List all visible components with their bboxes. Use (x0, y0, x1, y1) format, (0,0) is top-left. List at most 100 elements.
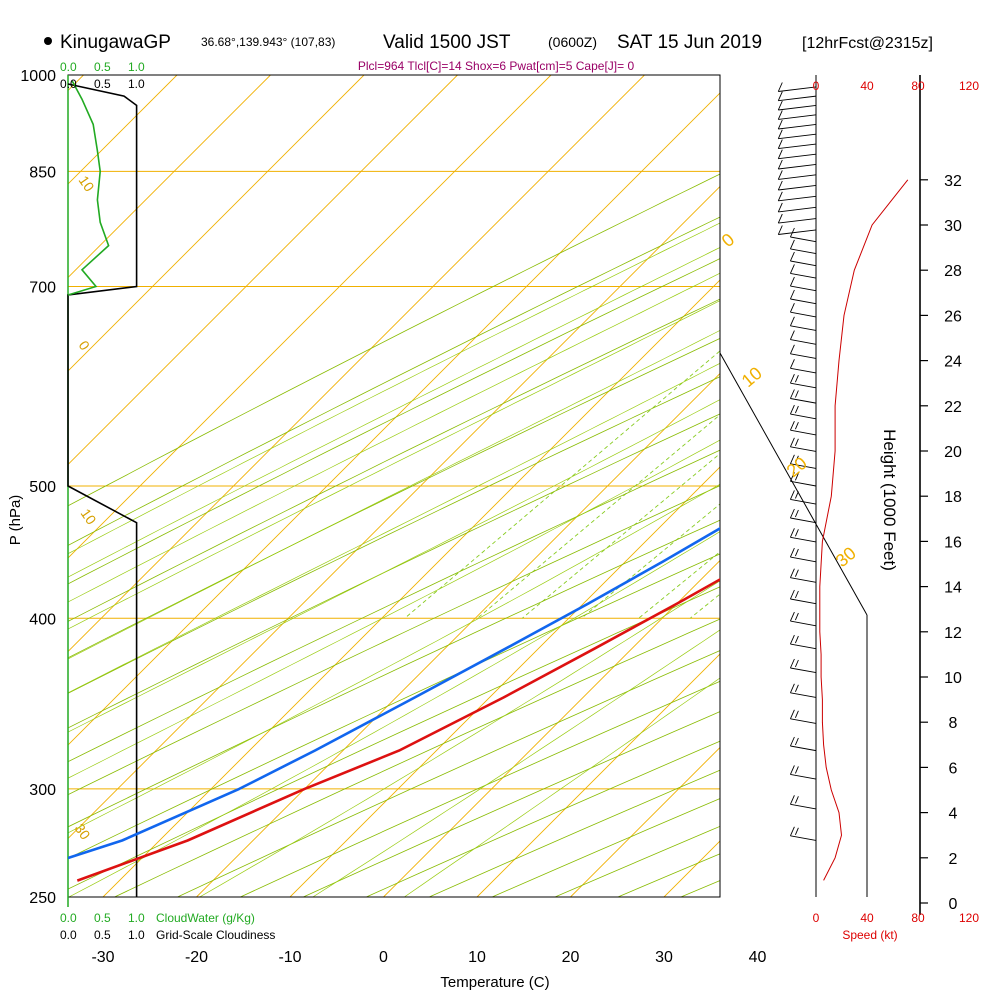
wind-barb-feather-icon (794, 659, 799, 668)
isotherm-line (68, 75, 365, 372)
station-dot-icon (44, 37, 52, 45)
cloud-scale-top: 0.0 0.5 1.0 0.0 0.5 1.0 (60, 60, 145, 91)
height-tick-label: 6 (949, 760, 958, 777)
wind-barb-icon (790, 446, 817, 452)
wind-barb-feather-icon (789, 765, 795, 775)
wind-barb-feather-icon (794, 612, 799, 621)
height-tick-label: 30 (944, 218, 962, 235)
wind-barb-feather-icon (794, 590, 799, 599)
wind-barb-feather-icon (794, 737, 799, 746)
cloud-scale-bottom: 0.0 0.5 1.0 CloudWater (g/Kg) 0.0 0.5 1.… (60, 911, 275, 942)
wind-barb-feather-icon (789, 289, 795, 300)
wind-barb-feather-icon (777, 149, 783, 159)
speed-scale: 0 40 80 120 0 40 80 120 Speed (kt) (813, 79, 980, 942)
wind-barb-feather-icon (794, 375, 799, 383)
isotherm-line (476, 653, 720, 897)
wind-barb-icon (778, 133, 817, 140)
pressure-tick-label: 1000 (20, 68, 56, 85)
wind-barb-icon (778, 123, 817, 130)
cloudiness-tick-bottom: 0.5 (94, 928, 111, 942)
wind-barb-icon (778, 86, 817, 92)
temperature-tick-label: 20 (562, 949, 580, 966)
isobar-lines (68, 74, 720, 898)
isotherm-line (570, 746, 720, 897)
wind-barb-feather-icon (777, 139, 783, 149)
mixing-ratio-line (477, 414, 720, 619)
isotherm-line (68, 75, 271, 279)
mixing-ratio-line (404, 350, 720, 619)
plot-frame (67, 74, 721, 907)
wet-adiabat-line (68, 222, 720, 555)
cloudiness-line (67, 83, 138, 897)
x-axis-title: Temperature (C) (440, 974, 549, 991)
wind-barb-feather-icon (794, 422, 799, 430)
isotherm-line (68, 75, 458, 466)
height-tick-label: 16 (944, 534, 962, 551)
cloudwater-line (67, 80, 110, 296)
wind-barb-feather-icon (777, 170, 783, 180)
wet-adiabat-line (68, 399, 720, 733)
dry-adiabat-line (68, 173, 720, 507)
cloudiness-label: Grid-Scale Cloudiness (156, 928, 275, 942)
wind-barb-feather-icon (777, 100, 783, 111)
cloudiness-tick-top: 1.0 (128, 77, 145, 91)
wind-barb-icon (790, 517, 817, 524)
height-tick-label: 12 (944, 625, 962, 642)
wind-barb-icon (790, 745, 817, 752)
wind-barb-feather-icon (777, 110, 783, 120)
wind-barb-feather-icon (789, 709, 795, 719)
wind-barb-feather-icon (789, 472, 795, 482)
wind-barb-feather-icon (789, 421, 795, 431)
wind-barb-icon (790, 339, 817, 345)
speed-tick-bottom: 40 (860, 911, 874, 925)
height-tick-label: 14 (944, 580, 962, 597)
dry-adiabat-line (68, 413, 720, 729)
wind-barb-feather-icon (789, 330, 795, 340)
dry-adiabat-line (807, 75, 1000, 897)
wind-barb-feather-icon (794, 827, 799, 835)
dry-adiabat-lines (68, 75, 1000, 897)
wind-barb-icon (778, 195, 817, 202)
wet-adiabat-line (68, 247, 720, 578)
valid-utc: (0600Z) (548, 34, 597, 50)
height-tick-label: 28 (944, 263, 962, 280)
height-tick-label: 24 (944, 354, 962, 371)
wind-barb-feather-icon (789, 795, 795, 805)
y-axis-title: P (hPa) (7, 495, 24, 546)
cloudwater-label: CloudWater (g/Kg) (156, 911, 255, 925)
wind-barb-feather-icon (777, 225, 783, 235)
wind-barb-icon (790, 413, 817, 420)
sounding-series (68, 526, 720, 882)
wind-barb-feather-icon (789, 404, 795, 415)
dry-adiabat-line (68, 553, 720, 859)
wet-adiabat-label: 30 (832, 543, 860, 571)
wind-barb-icon (790, 620, 817, 627)
wind-barb-feather-icon (789, 437, 795, 447)
wind-barb-feather-icon (789, 227, 795, 238)
wind-barb-feather-icon (789, 276, 795, 287)
temperature-line (76, 577, 720, 882)
wind-barb-feather-icon (794, 390, 799, 398)
wind-barb-icon (778, 143, 817, 150)
cloudwater-tick-top: 0.5 (94, 60, 111, 74)
speed-tick-bottom: 120 (959, 911, 979, 925)
dry-adiabat-label: 10 (78, 506, 100, 528)
wind-barb-icon (778, 206, 817, 213)
wet-adiabat-line (68, 300, 720, 630)
wind-barb-icon (790, 298, 817, 305)
cloudwater-tick-top: 1.0 (128, 60, 145, 74)
wind-barb-feather-icon (794, 710, 799, 718)
pressure-tick-label: 500 (29, 479, 56, 496)
wet-adiabat-line (68, 272, 720, 603)
wind-barb-feather-icon (794, 796, 799, 804)
speed-label: Speed (kt) (842, 928, 897, 942)
isotherm-line (758, 75, 1000, 897)
dry-adiabat-line (744, 75, 1000, 897)
temperature-tick-label: -10 (278, 949, 301, 966)
dry-adiabat-line (68, 298, 720, 622)
wind-barb-feather-icon (777, 202, 783, 213)
wind-barb-feather-icon (789, 568, 795, 578)
wind-barb-feather-icon (789, 611, 795, 622)
height-tick-label: 20 (944, 444, 962, 461)
